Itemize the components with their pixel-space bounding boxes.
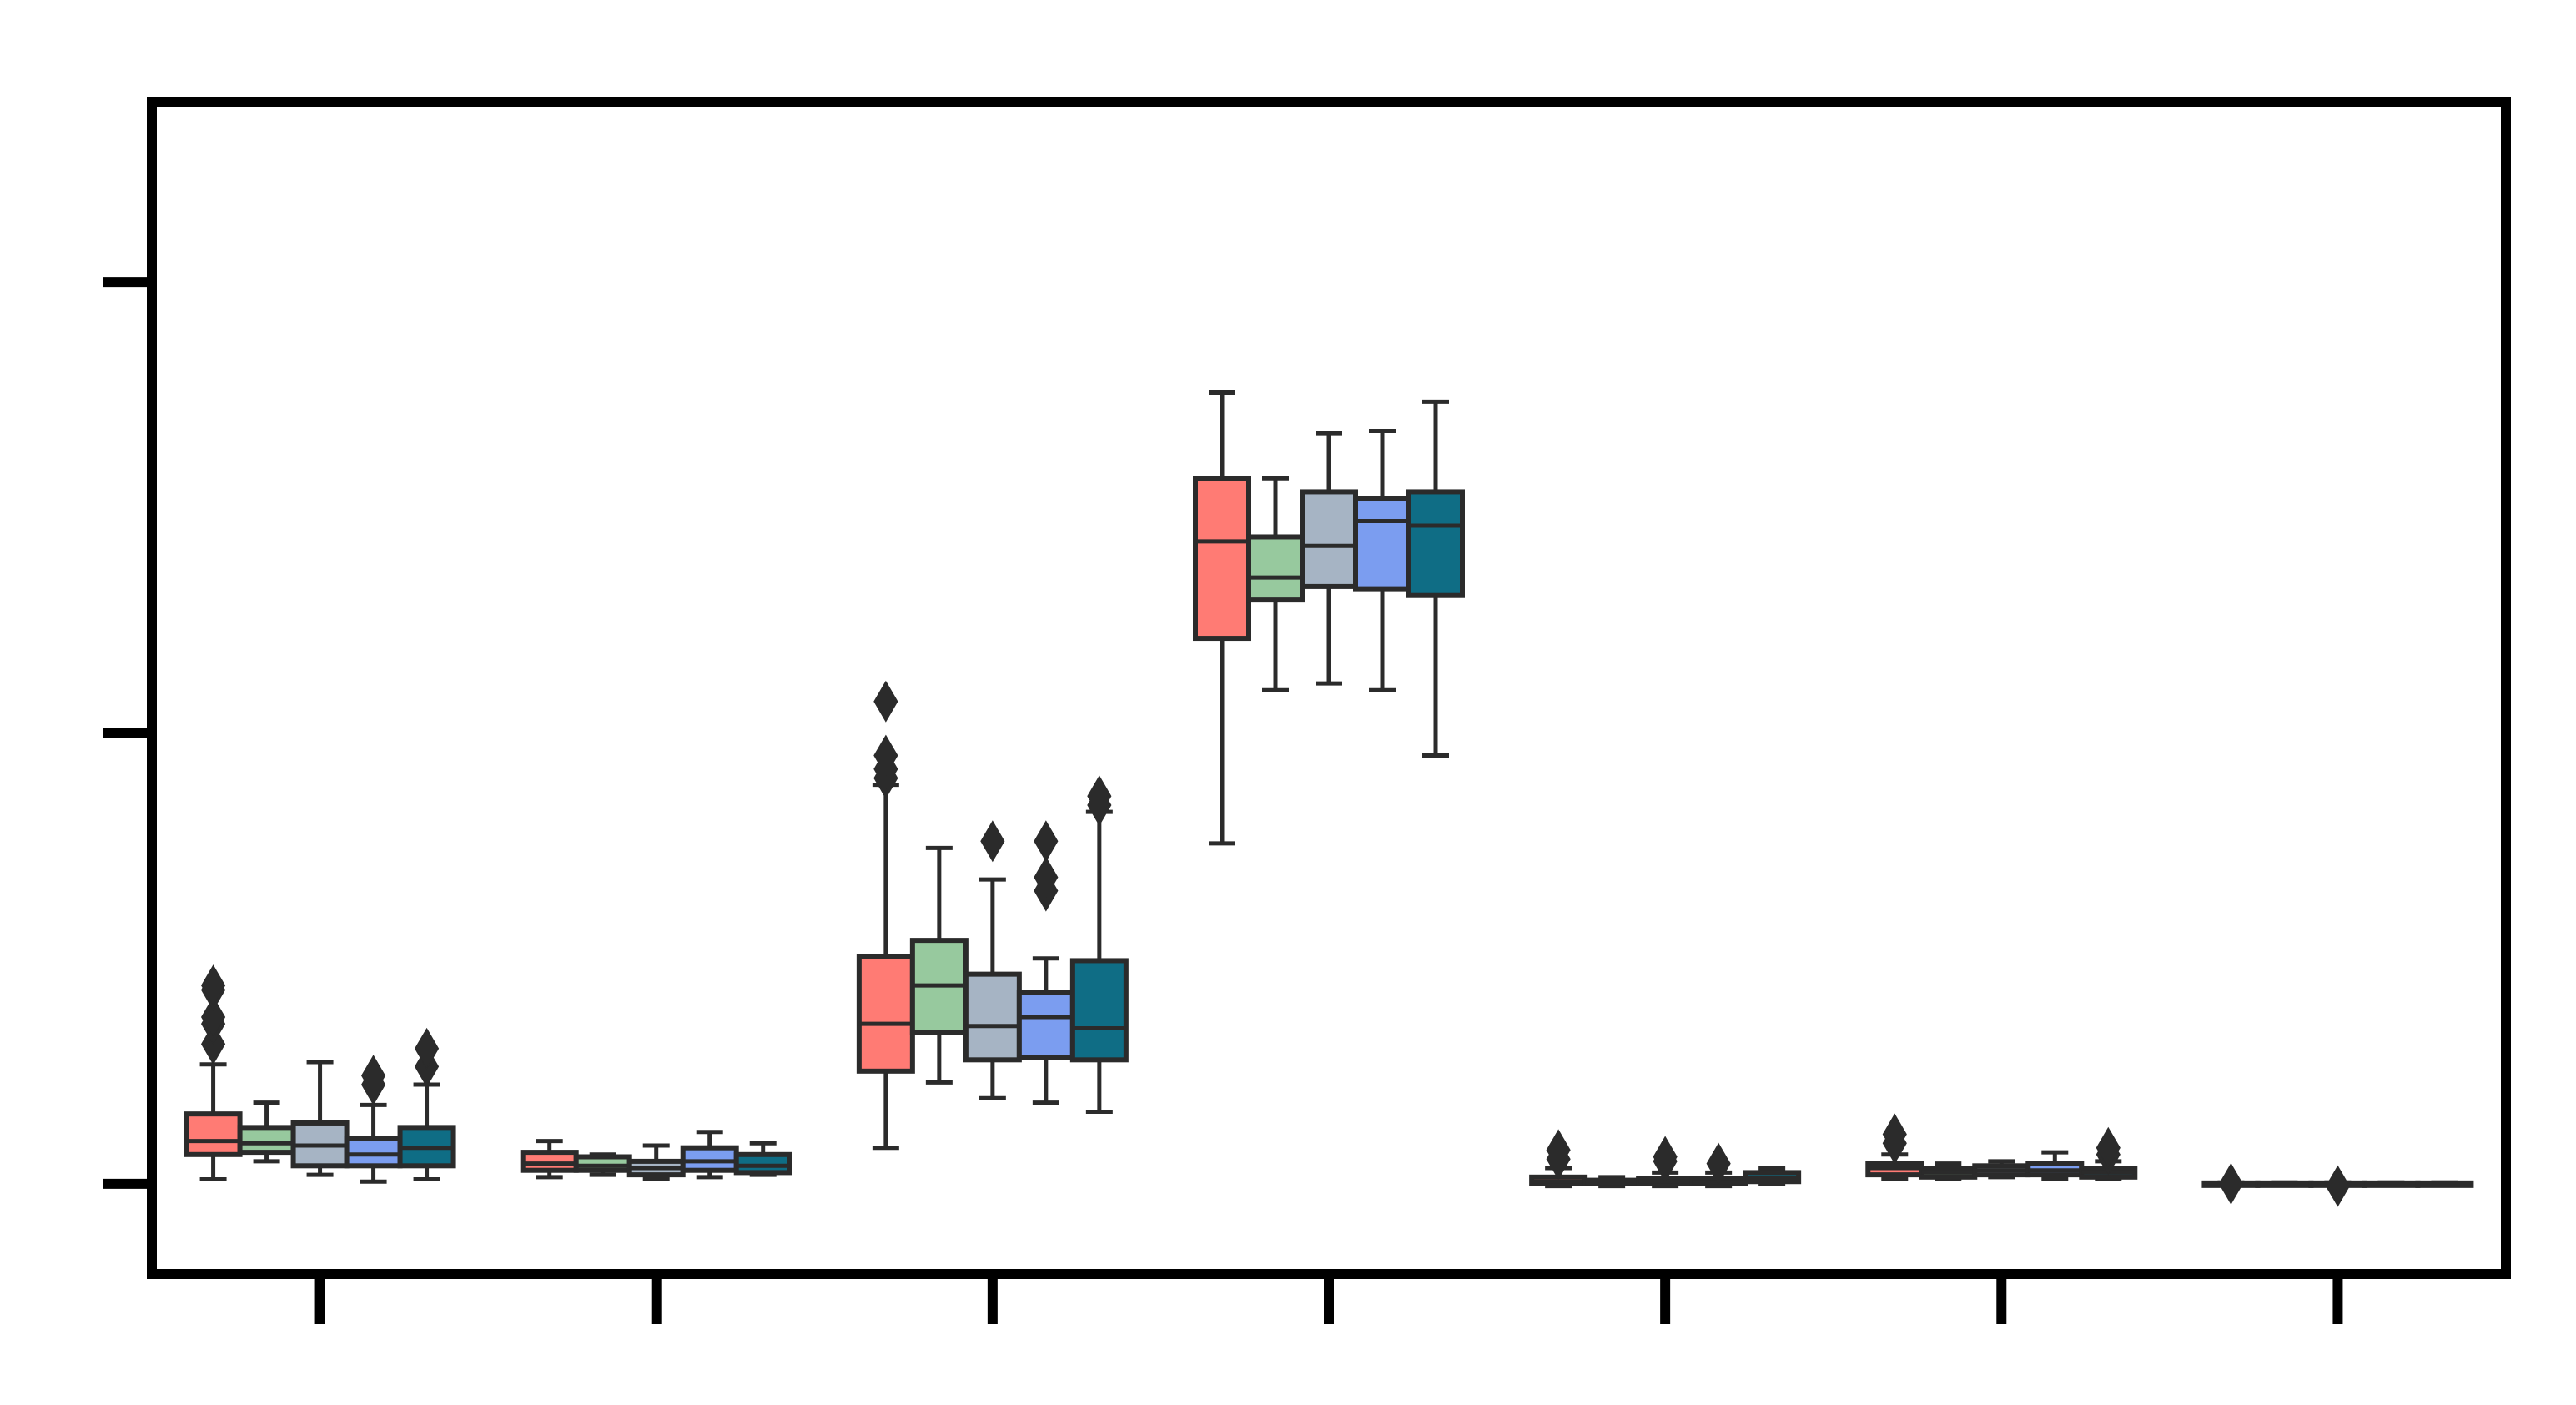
box-iqr [1069, 958, 1129, 1063]
boxes-layer [184, 390, 2474, 1207]
outlier-point [1653, 1136, 1678, 1178]
box-iqr [1300, 489, 1358, 589]
box-iqr [856, 954, 915, 1074]
box-group-2 [520, 1130, 792, 1182]
box-iqr [573, 1154, 632, 1173]
box-1-1 [184, 964, 243, 1182]
box-2-2 [573, 1152, 632, 1177]
box-4-1 [1193, 390, 1251, 846]
box-group-7 [2201, 1162, 2474, 1207]
outlier-point [200, 995, 226, 1038]
box-3-5 [1069, 775, 1129, 1114]
box-iqr [963, 971, 1022, 1063]
box-iqr [184, 1111, 243, 1157]
box-1-3 [290, 1060, 350, 1177]
box-iqr [1353, 496, 1411, 592]
box-4-5 [1406, 399, 1465, 758]
box-5-4 [1689, 1142, 1748, 1189]
outlier-point [873, 680, 898, 723]
box-1-5 [397, 1027, 456, 1182]
box-iqr [1193, 476, 1251, 642]
box-1-4 [344, 1055, 403, 1184]
box-3-1 [856, 680, 915, 1151]
box-3-4 [1016, 820, 1075, 1105]
box-4-4 [1353, 428, 1411, 692]
box-6-4 [2025, 1150, 2085, 1182]
box-group-4 [1193, 390, 1465, 846]
box-3-2 [909, 845, 969, 1085]
box-6-2 [1919, 1161, 1978, 1182]
box-4-3 [1300, 431, 1358, 686]
outlier-point [1034, 820, 1059, 863]
box-5-5 [1743, 1166, 1802, 1186]
box-6-3 [1972, 1159, 2031, 1180]
box-iqr [733, 1151, 792, 1176]
outlier-point [1087, 775, 1112, 818]
box-iqr [237, 1125, 296, 1156]
box-group-6 [1865, 1113, 2138, 1182]
outlier-point [1882, 1113, 1907, 1156]
box-2-3 [626, 1143, 686, 1182]
box-7-2 [2255, 1180, 2314, 1188]
box-group-3 [856, 680, 1129, 1151]
box-2-5 [733, 1141, 792, 1177]
box-group-5 [1529, 1129, 1802, 1189]
box-6-5 [2079, 1126, 2138, 1182]
outlier-point [2218, 1162, 2244, 1205]
outlier-point [2325, 1165, 2351, 1207]
box-iqr [1406, 489, 1465, 598]
outlier-point [1706, 1142, 1731, 1185]
box-7-4 [2362, 1180, 2421, 1188]
outlier-point [980, 820, 1005, 863]
box-group-1 [184, 964, 456, 1184]
box-iqr [344, 1136, 403, 1169]
box-2-4 [680, 1130, 739, 1180]
outlier-point [414, 1027, 440, 1070]
outlier-point [200, 964, 226, 1007]
plot-frame [147, 97, 2511, 1279]
outlier-point [1546, 1129, 1571, 1171]
box-iqr [1016, 990, 1075, 1060]
box-iqr [520, 1150, 579, 1173]
box-iqr [680, 1145, 739, 1173]
outlier-point [2096, 1126, 2121, 1169]
outlier-point [1034, 856, 1059, 899]
ticks-layer [103, 277, 2343, 1324]
box-5-2 [1582, 1175, 1642, 1189]
box-iqr [1246, 534, 1305, 603]
box-7-5 [2415, 1180, 2474, 1188]
outlier-point [360, 1055, 386, 1097]
outlier-point [873, 734, 898, 777]
